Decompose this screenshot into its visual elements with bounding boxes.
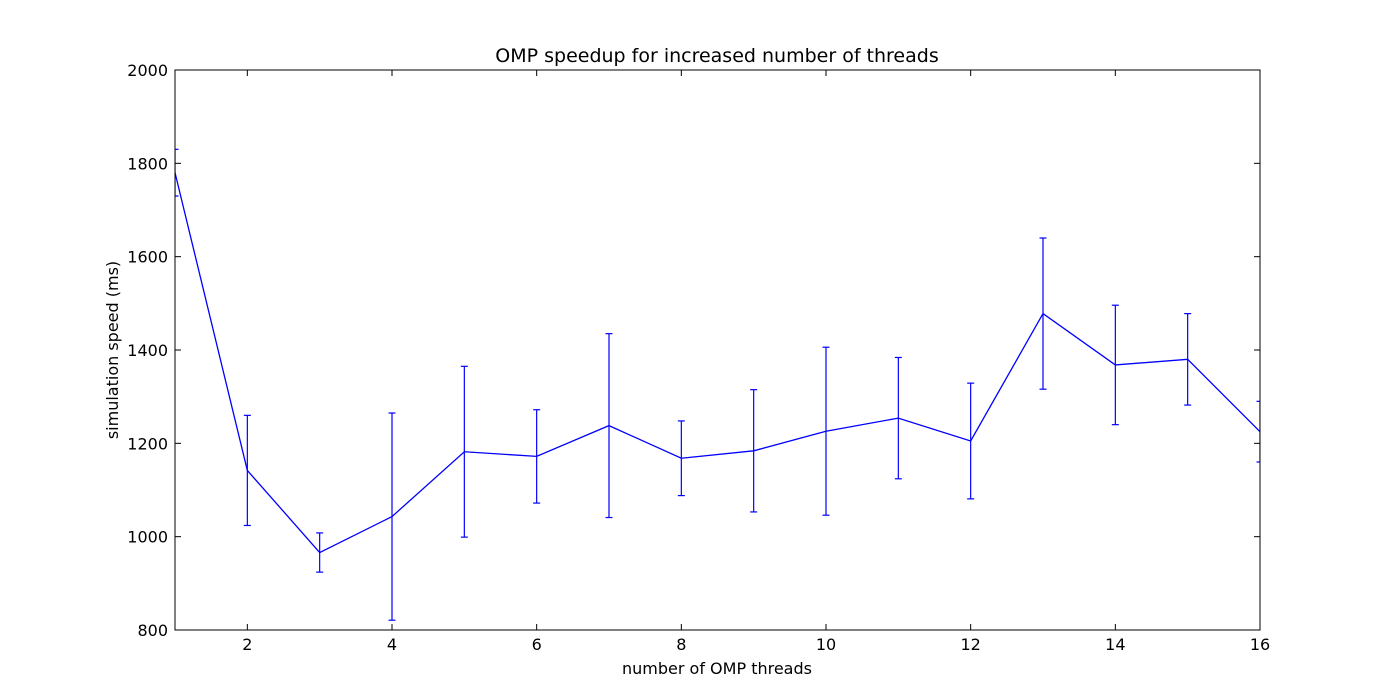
plot-area [175,148,1260,621]
x-tick-label: 2 [242,635,252,654]
y-tick-label: 1200 [127,434,168,453]
y-axis-label: simulation speed (ms) [103,261,122,439]
x-axis: 2 4 6 8 10 12 14 16 [242,70,1270,654]
x-axis-label: number of OMP threads [622,659,812,678]
y-tick-label: 1600 [127,248,168,267]
x-tick-label: 16 [1250,635,1270,654]
series-line [175,172,1260,554]
x-tick-label: 8 [676,635,686,654]
plot-frame [174,69,1261,631]
y-tick-label: 1400 [127,341,168,360]
x-tick-label: 14 [1105,635,1125,654]
y-tick-label: 800 [137,621,168,640]
x-tick-label: 6 [532,635,542,654]
y-tick-label: 2000 [127,61,168,80]
chart-title: OMP speedup for increased number of thre… [495,45,938,67]
y-tick-label: 1800 [127,154,168,173]
series-group [175,148,1260,621]
y-tick-label: 1000 [127,528,168,547]
y-axis: 800 1000 1200 1400 1600 1800 2000 [127,61,1260,640]
x-tick-label: 12 [960,635,980,654]
x-tick-label: 4 [387,635,397,654]
x-tick-label: 10 [816,635,836,654]
